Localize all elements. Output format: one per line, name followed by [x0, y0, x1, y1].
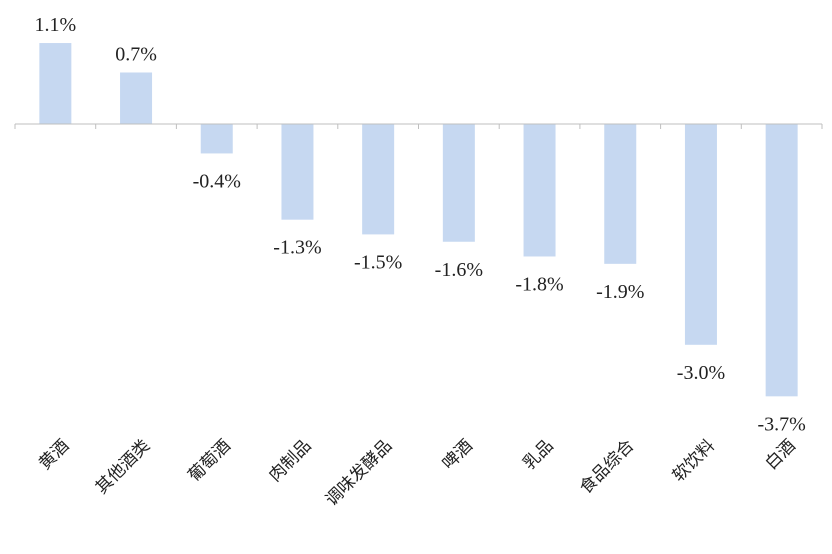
bar-4: [362, 124, 395, 235]
category-labels-group: 黄酒 其他酒类 葡萄酒 肉制品 调味发酵品 啤酒 乳品 食品综合 软饮料 白酒: [35, 436, 799, 510]
data-label-5: -1.6%: [435, 259, 483, 281]
data-label-2: -0.4%: [193, 170, 241, 192]
data-label-1: 0.7%: [115, 43, 157, 65]
category-label-6: 乳品: [519, 436, 557, 474]
bar-2: [200, 124, 233, 154]
bar-1: [120, 72, 153, 124]
bar-8: [684, 124, 717, 345]
bars-group: [39, 43, 798, 397]
category-label-7: 食品综合: [576, 436, 638, 498]
bar-5: [442, 124, 475, 242]
data-label-6: -1.8%: [515, 273, 563, 295]
bar-6: [523, 124, 556, 257]
category-label-0: 黄酒: [35, 436, 73, 474]
data-label-4: -1.5%: [354, 251, 402, 273]
data-label-3: -1.3%: [273, 237, 321, 259]
data-labels-group: 1.1% 0.7% -0.4% -1.3% -1.5% -1.6% -1.8% -1.9% -3…: [35, 14, 806, 435]
data-label-9: -3.7%: [757, 413, 805, 435]
category-label-8: 软饮料: [669, 436, 719, 486]
category-label-5: 啤酒: [439, 436, 477, 474]
category-label-2: 葡萄酒: [185, 436, 235, 486]
category-label-1: 其他酒类: [92, 436, 154, 498]
data-label-7: -1.9%: [596, 281, 644, 303]
bar-0: [39, 43, 72, 124]
category-label-9: 白酒: [761, 436, 799, 474]
category-label-4: 调味发酵品: [322, 436, 396, 510]
category-label-3: 肉制品: [265, 436, 315, 486]
bar-7: [604, 124, 637, 264]
x-axis-ticks: [14, 124, 823, 129]
data-label-0: 1.1%: [35, 14, 77, 36]
bar-3: [281, 124, 314, 220]
data-label-8: -3.0%: [677, 362, 725, 384]
bar-9: [765, 124, 798, 397]
